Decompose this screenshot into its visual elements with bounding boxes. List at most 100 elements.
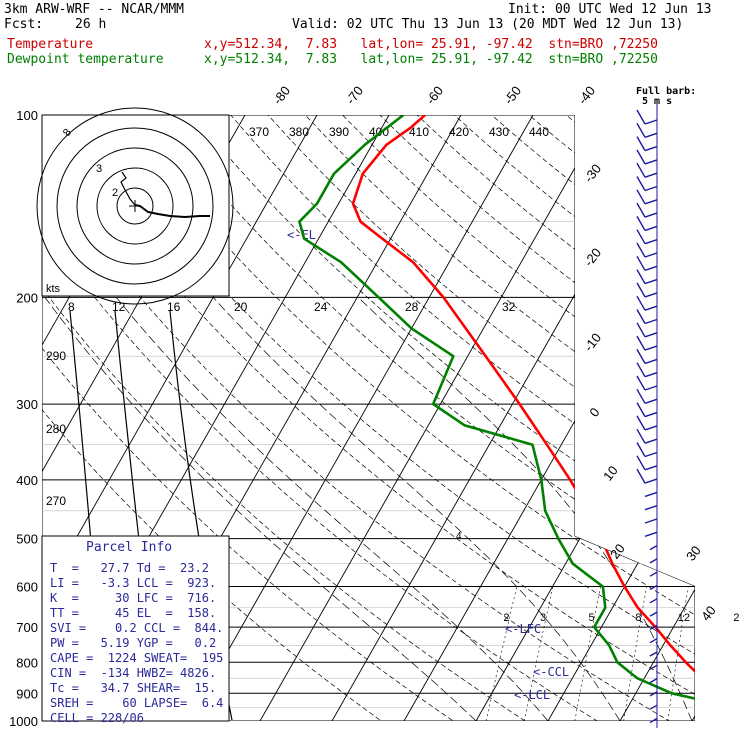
wind-barb (644, 212, 658, 218)
wind-barb-flag (636, 202, 646, 218)
wind-barb-flag (636, 189, 646, 205)
wind-barb (644, 465, 658, 471)
parcel-info-row: SVI = 0.2 CCL = 844. (50, 621, 224, 635)
temperature-location: x,y=512.34, 7.83 lat,lon= 25.91, -97.42 … (204, 37, 658, 52)
wind-barb (649, 584, 658, 591)
hodograph-ring (76, 147, 194, 265)
theta-e-label: 370 (249, 125, 269, 139)
wind-barb-flag (636, 402, 646, 417)
theta-e-label: 410 (409, 125, 429, 139)
hodograph-height-label: 2 (112, 187, 118, 199)
isotherm-label: -10 (581, 330, 604, 354)
mixing-ratio-label: 12 (678, 612, 690, 624)
wind-barb (644, 159, 658, 165)
wind-barb (649, 664, 658, 670)
wind-barb-flag (636, 242, 646, 258)
dewpoint-line (298, 115, 695, 721)
isotherm-label: -70 (343, 83, 366, 107)
wind-barb (644, 132, 658, 138)
wind-barb (644, 332, 658, 338)
moist-adiabat (212, 297, 621, 721)
wind-barb-flag (636, 468, 646, 484)
isotherm-label: -50 (501, 83, 524, 107)
wind-barb (644, 518, 658, 524)
wind-barb (644, 225, 658, 232)
mixing-ratio-label: 8 (635, 612, 641, 624)
wind-barb (644, 318, 658, 325)
isotherm-line (619, 115, 695, 721)
parcel-info-row: T = 27.7 Td = 23.2 (50, 561, 209, 575)
dry-adiabat (42, 115, 619, 721)
isotherm-line (259, 115, 606, 721)
isotherm-label: 10 (600, 463, 621, 484)
hodograph-trace (134, 204, 210, 219)
dry-adiabat (230, 115, 695, 721)
wind-barb-flag (636, 442, 646, 457)
hodograph-ring (36, 107, 234, 305)
isobar-label: 300 (16, 397, 38, 412)
isotherm-label: -20 (581, 245, 604, 269)
valid-time: Valid: 02 UTC Thu 13 Jun 13 (20 MDT Wed … (292, 17, 684, 32)
wind-barb (644, 172, 658, 178)
mixing-ratio-line (726, 587, 740, 721)
dry-adiabat (42, 115, 400, 721)
wind-barb-flag (636, 428, 646, 444)
isobar-label: 500 (16, 532, 38, 547)
wind-barb (649, 638, 658, 644)
moist-adiabat (358, 297, 693, 721)
wind-barb (649, 558, 658, 564)
mixing-ratio-label: 20 (733, 612, 740, 624)
temperature-line (351, 115, 695, 721)
theta-e-label: 430 (489, 125, 509, 139)
wind-barb (644, 185, 658, 192)
dewpoint-location: x,y=512.34, 7.83 lat,lon= 25.91, -97.42 … (204, 52, 658, 67)
isotherm-label: -80 (270, 83, 293, 107)
wind-barb (644, 491, 658, 498)
isotherm-label: -60 (423, 83, 446, 107)
parcel-info-row: PW = 5.19 YGP = 0.2 (50, 636, 217, 650)
isobar-label: 800 (16, 655, 38, 670)
level-marker: <-EL (287, 228, 316, 242)
hodograph-speed-label: 28 (405, 300, 419, 314)
dry-adiabat (267, 115, 695, 721)
wind-barb (644, 531, 658, 537)
theta-e-label: 420 (449, 125, 469, 139)
level-marker: <-CCL (533, 665, 569, 679)
wind-barbs (636, 100, 658, 728)
isotherm-label: -40 (575, 83, 598, 107)
wind-barb (644, 119, 658, 125)
wind-barb (644, 145, 658, 152)
isotherm-label: -30 (581, 161, 604, 185)
parcel-info-row: CELL = 228/06 (50, 711, 144, 725)
wind-barb-flag (636, 295, 646, 311)
wind-barb-flag (636, 282, 646, 298)
dry-adiabat (42, 115, 692, 721)
isobar-label: 1000 (9, 714, 38, 729)
wind-barb (644, 411, 658, 418)
dry-adiabat (42, 115, 546, 721)
wind-barb-flag (636, 255, 646, 271)
wind-barb-flag (636, 455, 646, 471)
wind-barb-flag (636, 388, 646, 404)
wind-barb (649, 677, 658, 684)
isobar-label: 900 (16, 686, 38, 701)
wind-barb (644, 239, 658, 245)
forecast-label: Fcst: (4, 17, 44, 32)
parcel-info-title: Parcel Info (86, 540, 173, 555)
wind-barb-flag (636, 229, 646, 245)
dry-adiabat (44, 115, 695, 721)
parcel-info-box (41, 535, 230, 722)
isotherm-line (547, 115, 695, 721)
wind-barb (644, 385, 658, 391)
wind-barb-flag (636, 375, 646, 391)
wind-barb (644, 478, 658, 484)
hodograph-speed-label: 20 (234, 300, 248, 314)
parcel-info-row: Tc = 34.7 SHEAR= 15. (50, 681, 217, 695)
wind-barb (649, 624, 658, 631)
mixing-ratio-line (574, 586, 601, 721)
wind-barb (644, 505, 658, 511)
model-title: 3km ARW-WRF -- NCAR/MMM (4, 2, 185, 17)
wind-barb-flag (636, 322, 646, 338)
hodograph-ring (96, 167, 174, 245)
